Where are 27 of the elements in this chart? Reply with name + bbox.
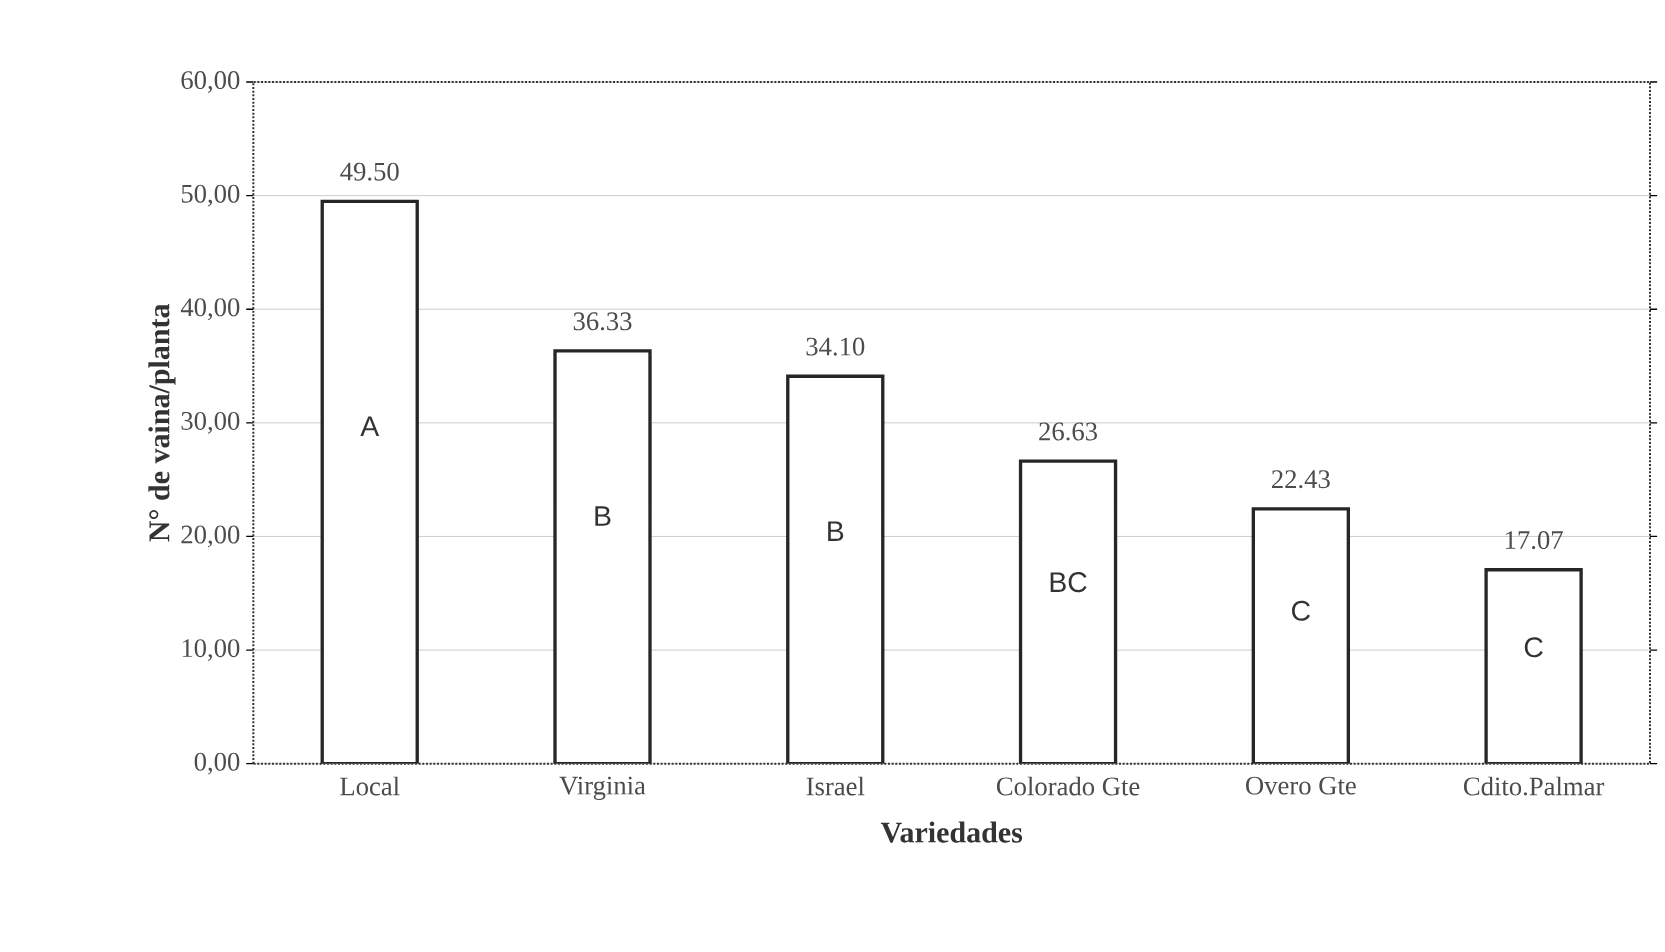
- y-tick-label: 10,00: [182, 639, 240, 661]
- data-label: 34.10: [806, 337, 865, 356]
- y-tick-label: 40,00: [180, 298, 240, 321]
- annotation: A: [360, 416, 380, 436]
- y-tick-label: 30,00: [181, 411, 240, 434]
- x-tick-label: Colorado Gte: [996, 776, 1140, 796]
- y-tick-label: 20,00: [181, 525, 240, 548]
- x-axis-title: Variedades: [880, 821, 1023, 843]
- x-tick-label: Virginia: [559, 776, 646, 801]
- annotation: C: [1524, 637, 1543, 658]
- y-tick-label: 0,00: [194, 752, 240, 775]
- x-tick-label: Israel: [806, 776, 865, 796]
- data-label: 36.33: [573, 312, 632, 331]
- y-tick-label: 60,00: [181, 71, 240, 93]
- annotation: BC: [1050, 572, 1087, 593]
- x-tick-label: Cdito.Palmar: [1463, 776, 1605, 796]
- y-tick-label: 50,00: [181, 184, 240, 207]
- annotation: B: [828, 521, 844, 541]
- data-label: 49.50: [340, 162, 399, 181]
- annotation: B: [595, 506, 611, 526]
- data-label: 17.07: [1505, 531, 1563, 550]
- data-label: 26.63: [1039, 422, 1098, 441]
- data-label: 22.43: [1272, 470, 1330, 489]
- annotation: C: [1292, 600, 1310, 621]
- x-tick-label: Overo Gte: [1246, 776, 1356, 795]
- y-axis-title: N° de vaina/planta: [148, 303, 176, 542]
- x-tick-label: Local: [340, 776, 400, 796]
